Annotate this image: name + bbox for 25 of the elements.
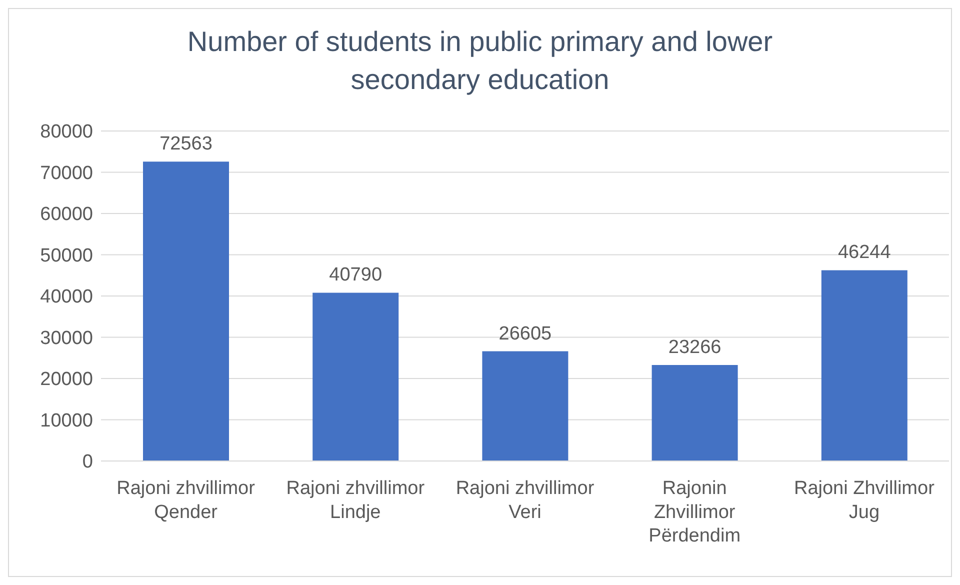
y-tick-label: 30000: [40, 328, 93, 349]
y-tick-label: 70000: [40, 162, 93, 184]
y-tick-label: 0: [82, 452, 93, 473]
y-tick-label: 20000: [40, 369, 93, 390]
y-tick-label: 10000: [40, 410, 93, 432]
data-label: 40790: [329, 264, 382, 286]
x-tick-label: Rajonin Zhvillimor Përdendim: [648, 478, 741, 547]
y-tick-label: 80000: [40, 122, 93, 143]
y-tick-label: 40000: [40, 286, 93, 308]
x-tick-label: Rajoni zhvillimor Qender: [116, 478, 256, 523]
bar: [312, 292, 399, 461]
y-tick-label: 60000: [40, 204, 93, 226]
x-tick-label: Rajoni zhvillimor Lindje: [286, 478, 426, 523]
data-label: 23266: [668, 337, 722, 358]
bar: [482, 351, 568, 461]
bar: [652, 365, 738, 461]
data-label: 72563: [160, 134, 212, 155]
data-label: 46244: [838, 242, 892, 264]
x-tick-label: Rajoni zhvillimor Veri: [456, 478, 595, 523]
data-label: 26605: [498, 323, 552, 344]
y-tick-label: 50000: [40, 245, 93, 266]
bar: [821, 270, 908, 461]
x-tick-label: Rajoni Zhvillimor Jug: [794, 478, 936, 523]
chart-title: Number of students in public primary and lower secondary education: [186, 25, 774, 97]
bar: [143, 162, 229, 461]
